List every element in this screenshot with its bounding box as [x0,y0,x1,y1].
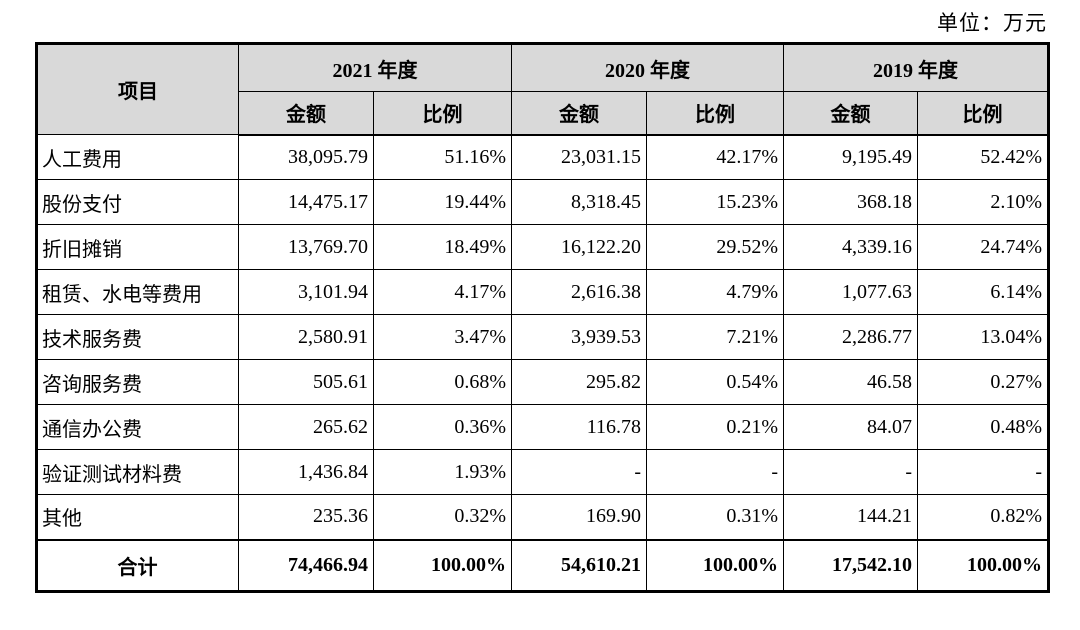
ratio-cell: 29.52% [646,224,784,270]
ratio-cell: 0.68% [373,359,512,405]
ratio-cell: 6.14% [917,269,1049,315]
table-header-row: 项目 2021 年度 2020 年度 2019 年度 [36,43,1049,135]
total-amount-cell: 17,542.10 [783,538,918,592]
ratio-cell: 0.21% [646,404,784,450]
amount-cell: 2,580.91 [238,314,374,360]
row-item-cell: 咨询服务费 [36,359,239,405]
amount-cell: 13,769.70 [238,224,374,270]
total-label-cell: 合计 [36,538,239,592]
amount-cell: 1,436.84 [238,449,374,495]
table-row: 技术服务费 2,580.91 3.47% 3,939.53 7.21% 2,28… [36,314,1049,360]
ratio-cell: 2.10% [917,179,1049,225]
amount-cell: 9,195.49 [783,134,918,180]
table-total-row: 合计 74,466.94 100.00% 54,610.21 100.00% 1… [36,538,1049,592]
year-header-2020: 2020 年度 [511,43,784,92]
amount-cell: 23,031.15 [511,134,647,180]
amount-cell: 1,077.63 [783,269,918,315]
row-item-cell: 技术服务费 [36,314,239,360]
amount-cell: 14,475.17 [238,179,374,225]
ratio-cell: 7.21% [646,314,784,360]
total-ratio-cell: 100.00% [646,538,784,592]
year-header-2021: 2021 年度 [238,43,512,92]
amount-cell: 265.62 [238,404,374,450]
total-ratio-cell: 100.00% [917,538,1049,592]
total-amount-cell: 54,610.21 [511,538,647,592]
row-item-cell: 人工费用 [36,134,239,180]
year-header-2019: 2019 年度 [783,43,1049,92]
amount-header-2020: 金额 [511,91,647,136]
table-row: 人工费用 38,095.79 51.16% 23,031.15 42.17% 9… [36,134,1049,180]
amount-cell: 3,101.94 [238,269,374,315]
amount-cell: 116.78 [511,404,647,450]
amount-header-2021: 金额 [238,91,374,136]
ratio-cell: 4.79% [646,269,784,315]
amount-cell: 368.18 [783,179,918,225]
item-column-header: 项目 [36,43,239,135]
table-row: 验证测试材料费 1,436.84 1.93% - - - - [36,449,1049,495]
ratio-cell: 52.42% [917,134,1049,180]
ratio-cell: 0.48% [917,404,1049,450]
amount-cell: 2,616.38 [511,269,647,315]
row-item-cell: 租赁、水电等费用 [36,269,239,315]
expense-table: 项目 2021 年度 2020 年度 2019 年度 金额 比例 金额 比例 金… [35,42,1050,593]
ratio-cell: 0.27% [917,359,1049,405]
row-item-cell: 折旧摊销 [36,224,239,270]
row-item-cell: 通信办公费 [36,404,239,450]
amount-cell: 46.58 [783,359,918,405]
ratio-cell: 13.04% [917,314,1049,360]
ratio-header-2021: 比例 [373,91,512,136]
ratio-header-2019: 比例 [917,91,1049,136]
amount-cell: 84.07 [783,404,918,450]
table-row: 通信办公费 265.62 0.36% 116.78 0.21% 84.07 0.… [36,404,1049,450]
table-subheader-row: 金额 比例 金额 比例 金额 比例 [37,91,1049,136]
table-row: 折旧摊销 13,769.70 18.49% 16,122.20 29.52% 4… [36,224,1049,270]
amount-cell: 8,318.45 [511,179,647,225]
ratio-cell: 3.47% [373,314,512,360]
ratio-cell: 0.54% [646,359,784,405]
amount-cell: - [511,449,647,495]
amount-cell: 4,339.16 [783,224,918,270]
ratio-cell: 0.31% [646,494,784,540]
row-item-cell: 其他 [36,494,239,540]
amount-header-2019: 金额 [783,91,918,136]
total-amount-cell: 74,466.94 [238,538,374,592]
row-item-cell: 验证测试材料费 [36,449,239,495]
table-row: 咨询服务费 505.61 0.68% 295.82 0.54% 46.58 0.… [36,359,1049,405]
ratio-header-2020: 比例 [646,91,784,136]
row-item-cell: 股份支付 [36,179,239,225]
ratio-cell: 4.17% [373,269,512,315]
amount-cell: 169.90 [511,494,647,540]
ratio-cell: - [917,449,1049,495]
amount-cell: 3,939.53 [511,314,647,360]
ratio-cell: 0.32% [373,494,512,540]
ratio-cell: 24.74% [917,224,1049,270]
amount-cell: - [783,449,918,495]
ratio-cell: 0.36% [373,404,512,450]
table-row: 租赁、水电等费用 3,101.94 4.17% 2,616.38 4.79% 1… [36,269,1049,315]
amount-cell: 295.82 [511,359,647,405]
ratio-cell: - [646,449,784,495]
total-ratio-cell: 100.00% [373,538,512,592]
table-row: 其他 235.36 0.32% 169.90 0.31% 144.21 0.82… [36,494,1049,540]
ratio-cell: 0.82% [917,494,1049,540]
amount-cell: 144.21 [783,494,918,540]
amount-cell: 235.36 [238,494,374,540]
unit-label: 单位：万元 [937,11,1047,35]
amount-cell: 38,095.79 [238,134,374,180]
amount-cell: 505.61 [238,359,374,405]
amount-cell: 16,122.20 [511,224,647,270]
table-row: 股份支付 14,475.17 19.44% 8,318.45 15.23% 36… [36,179,1049,225]
amount-cell: 2,286.77 [783,314,918,360]
ratio-cell: 18.49% [373,224,512,270]
ratio-cell: 15.23% [646,179,784,225]
ratio-cell: 51.16% [373,134,512,180]
ratio-cell: 19.44% [373,179,512,225]
ratio-cell: 1.93% [373,449,512,495]
ratio-cell: 42.17% [646,134,784,180]
